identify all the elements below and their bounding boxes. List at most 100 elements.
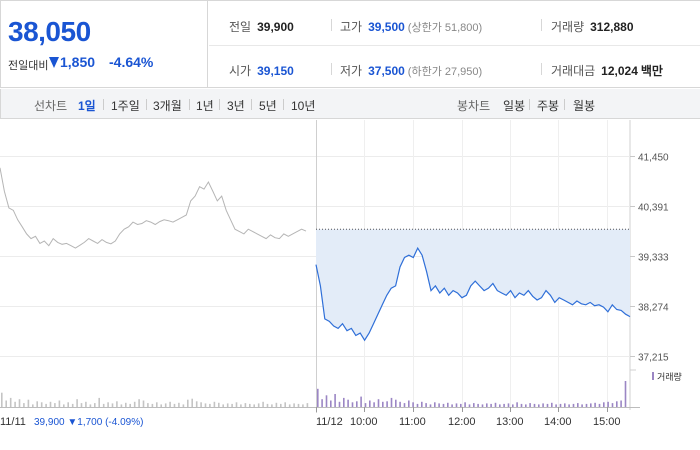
divider: [283, 99, 284, 110]
volume-bar: [271, 404, 273, 407]
y-tick-label: 38,274: [638, 303, 669, 314]
volume-bar: [455, 403, 458, 407]
tab-1d[interactable]: 1일: [78, 99, 96, 113]
volume-bar: [330, 400, 332, 407]
volume-bar: [390, 397, 393, 407]
volume-bar: [334, 394, 336, 407]
volume-bar: [520, 403, 523, 407]
volume-bar: [395, 399, 397, 407]
volume-bar: [373, 402, 375, 407]
volume-bar: [442, 403, 445, 407]
volume-bar: [611, 403, 614, 407]
tab-10y[interactable]: 10년: [291, 99, 316, 113]
volume-bar: [27, 399, 30, 407]
current-price: 38,050: [8, 16, 91, 47]
volume-bar: [399, 401, 401, 407]
volume-bar: [533, 403, 536, 407]
stat-value: 37,500: [368, 64, 405, 78]
volume-bar: [85, 401, 87, 407]
y-tick-label: 39,333: [638, 253, 669, 264]
x-tick-label: 11/11: [0, 416, 26, 428]
price-lines: [0, 167, 631, 342]
previous-day-line: [0, 167, 307, 249]
volume-bar: [581, 404, 583, 407]
volume-bar: [275, 402, 278, 407]
volume-bar: [564, 403, 566, 407]
stat-label: 시가: [229, 64, 252, 78]
tab-1w[interactable]: 1주일: [111, 99, 140, 113]
volume-bar: [616, 401, 618, 407]
volume-bar: [293, 403, 295, 407]
volume-bar: [507, 403, 510, 407]
stat-value: 39,500: [368, 20, 405, 34]
y-tick-label: 40,391: [638, 203, 669, 214]
tab-weekly[interactable]: 주봉: [537, 99, 560, 113]
tab-3y[interactable]: 3년: [227, 99, 245, 113]
volume-bar: [620, 400, 622, 407]
volume-bar: [486, 403, 488, 407]
row-divider: [209, 45, 700, 46]
volume-bar: [386, 401, 388, 407]
volume-bar: [421, 401, 423, 407]
volume-bar: [1, 392, 3, 407]
volume-bar: [356, 401, 358, 407]
volume-bar: [317, 388, 319, 407]
tab-5y[interactable]: 5년: [259, 99, 277, 113]
volume-bar: [142, 400, 145, 407]
volume-bar: [9, 397, 12, 407]
stat-unit: 백만: [640, 64, 663, 78]
volume-bar: [71, 403, 74, 407]
price-box: 38,050 전일대비 1,850 -4.64%: [1, 1, 208, 88]
today-area: [316, 229, 630, 341]
volume-bar: [572, 403, 575, 407]
tab-1y[interactable]: 1년: [196, 99, 214, 113]
volume-bar: [360, 396, 362, 407]
volume-bar: [542, 403, 544, 407]
volume-bar: [23, 403, 25, 407]
volume-bar: [280, 403, 282, 407]
x-tick-label: 11:00: [399, 416, 426, 428]
tab-3m[interactable]: 3개월: [153, 99, 182, 113]
stat-label: 고가: [340, 20, 363, 34]
volume-bar: [218, 402, 220, 407]
volume-bar: [555, 404, 557, 407]
volume-legend-label: 거래량: [657, 371, 682, 382]
volume-bar: [585, 403, 588, 407]
volume-bar: [403, 403, 406, 407]
volume-bar: [45, 403, 47, 407]
volume-bar: [151, 403, 154, 407]
volume-bar: [32, 404, 34, 407]
volume-bar: [266, 403, 269, 407]
volume-bar: [5, 400, 7, 407]
volume-bar: [525, 404, 527, 407]
volume-bar: [244, 403, 247, 407]
volume-bar: [120, 404, 123, 407]
volume-bar: [191, 398, 193, 407]
volume-bar: [129, 403, 131, 407]
volume-bar: [325, 395, 328, 407]
x-tick-label: 12:00: [448, 416, 476, 428]
prev-close-value: 39,900: [34, 417, 67, 428]
volume-bar: [451, 404, 453, 407]
volume-bar: [80, 403, 83, 407]
volume-bar: [288, 404, 291, 407]
volume-bar: [598, 403, 601, 407]
price-chart[interactable]: 41,450 40,391 39,333 38,274 37,215 11/11 11/1…: [0, 120, 700, 450]
volume-bar: [102, 403, 105, 407]
volume-bar: [551, 402, 553, 407]
volume-bar: [54, 403, 56, 407]
tab-monthly[interactable]: 월봉: [573, 99, 596, 113]
volume-bar: [107, 402, 109, 407]
volume-bar: [231, 403, 233, 407]
volume-bar: [284, 402, 286, 407]
volume-bar: [590, 403, 592, 407]
volume-bar: [111, 403, 114, 407]
x-tick-label: 11/12: [316, 416, 343, 428]
tab-daily[interactable]: 일봉: [503, 99, 526, 113]
x-tick-label: 14:00: [544, 416, 572, 428]
divider: [541, 63, 542, 75]
volume-bar: [546, 403, 549, 407]
volume-bar: [240, 404, 242, 407]
volume-legend-swatch: [652, 372, 654, 380]
volume-bar: [253, 404, 255, 407]
